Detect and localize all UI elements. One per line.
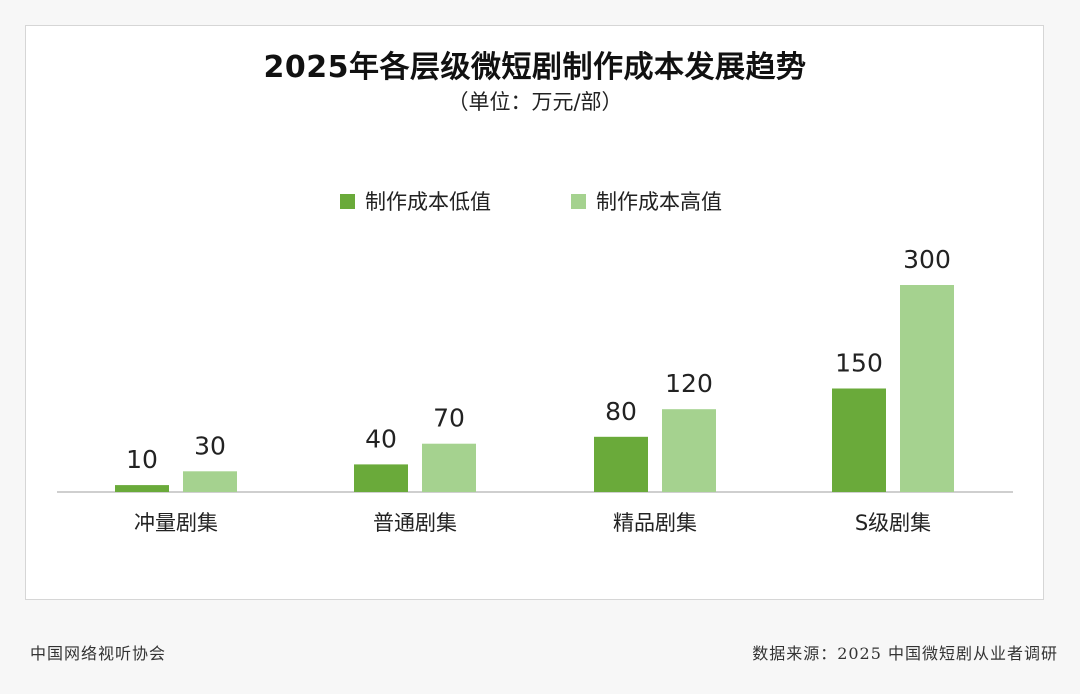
data-label-low-0: 10: [126, 445, 158, 474]
bar-high-0: [183, 471, 237, 492]
bar-low-1: [354, 464, 408, 492]
bar-low-0: [115, 485, 169, 492]
category-label-1: 普通剧集: [373, 511, 457, 535]
legend-item-low: 制作成本低值: [340, 186, 491, 216]
legend-label-high: 制作成本高值: [596, 190, 722, 214]
data-label-low-1: 40: [365, 424, 397, 453]
chart-title: 2025年各层级微短剧制作成本发展趋势: [263, 50, 807, 85]
data-label-low-3: 150: [835, 349, 883, 378]
legend-swatch-low: [340, 193, 355, 209]
category-label-0: 冲量剧集: [134, 511, 218, 535]
chart-frame: [25, 25, 1044, 600]
chart-subtitle: （单位：万元/部）: [447, 90, 623, 114]
data-label-low-2: 80: [605, 397, 637, 426]
legend-swatch-high: [571, 193, 586, 209]
footer-source: 数据来源：2025 中国微短剧从业者调研: [752, 644, 1058, 663]
bar-high-3: [900, 285, 954, 492]
footer-organization: 中国网络视听协会: [30, 644, 167, 663]
data-label-high-1: 70: [433, 404, 465, 433]
bar-high-2: [662, 409, 716, 492]
data-label-high-3: 300: [903, 245, 951, 274]
legend-item-high: 制作成本高值: [571, 186, 722, 216]
bar-low-2: [594, 436, 648, 492]
category-label-3: S级剧集: [855, 511, 931, 535]
chart-legend: 制作成本低值 制作成本高值: [340, 186, 802, 216]
legend-label-low: 制作成本低值: [365, 190, 491, 214]
data-label-high-0: 30: [194, 431, 226, 460]
bar-low-3: [832, 388, 886, 492]
category-label-2: 精品剧集: [613, 511, 697, 535]
data-label-high-2: 120: [665, 369, 713, 398]
bar-high-1: [422, 443, 476, 492]
